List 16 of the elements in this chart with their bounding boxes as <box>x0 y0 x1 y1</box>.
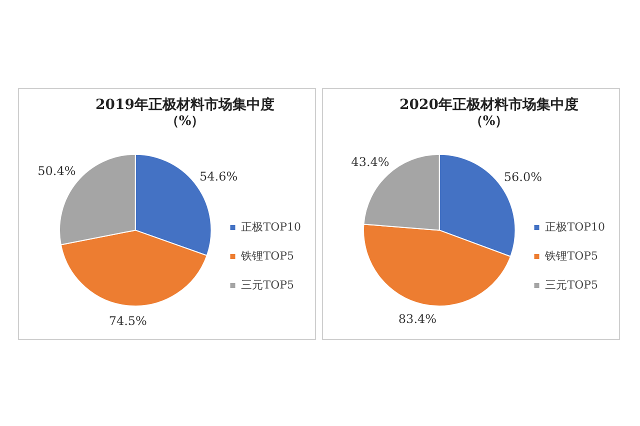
data-label: 74.5% <box>108 314 147 328</box>
chart-title: 2020年正极材料市场集中度 <box>400 96 578 114</box>
chart-subtitle: （%） <box>470 114 508 129</box>
chart-subtitle: （%） <box>166 114 204 129</box>
legend-label: 三元TOP5 <box>241 278 294 292</box>
data-label: 43.4% <box>351 154 390 169</box>
data-label: 83.4% <box>398 312 437 326</box>
chart-title: 2019年正极材料市场集中度 <box>96 96 274 114</box>
legend-label: 铁锂TOP5 <box>544 249 598 262</box>
data-label: 56.0% <box>504 170 542 184</box>
data-label: 54.6% <box>200 169 238 184</box>
legend-label: 铁锂TOP5 <box>240 249 294 262</box>
legend-label: 三元TOP5 <box>545 278 598 292</box>
legend-label: 正极TOP10 <box>241 220 302 234</box>
data-label: 50.4% <box>38 164 76 178</box>
legend-label: 正极TOP10 <box>545 220 606 234</box>
